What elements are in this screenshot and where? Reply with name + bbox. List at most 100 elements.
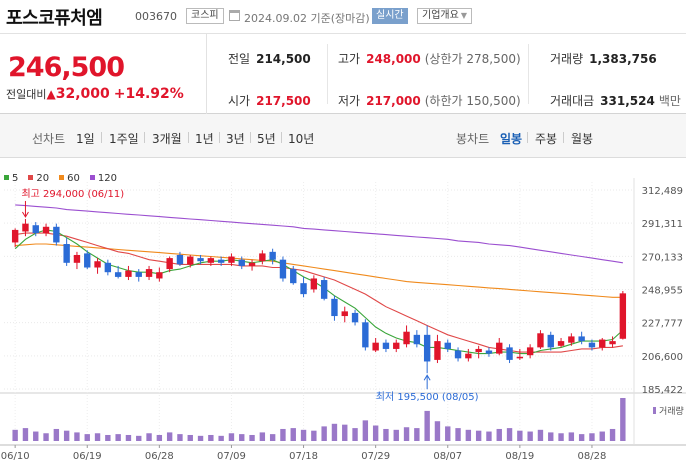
tab-weekly[interactable]: 주봉 (535, 132, 558, 146)
x-tick-label: 08/19 (505, 451, 534, 462)
divider (327, 44, 328, 104)
candle-body (403, 331, 410, 345)
tab-5y[interactable]: 5년 (257, 132, 276, 146)
candle-body (320, 280, 328, 299)
candle-body (393, 342, 400, 349)
legend-swatch (28, 175, 34, 180)
upper-limit: (상한가 278,500) (424, 52, 521, 66)
volume-bar (506, 428, 513, 441)
tab-divider (563, 132, 564, 143)
high-annotation: 최고 294,000 (06/11) (21, 188, 124, 200)
legend-swatch (59, 175, 65, 180)
tab-1w[interactable]: 1주일 (109, 132, 139, 146)
low-label: 저가 (338, 94, 361, 108)
volume-bar (311, 430, 317, 441)
volume-bar (331, 423, 338, 441)
x-tick-label: 06/10 (1, 451, 30, 462)
trade-amount: 거래대금 331,524 백만 (550, 92, 681, 109)
high-arrow-head (22, 211, 29, 218)
legend-item: 5 (4, 173, 18, 184)
low: 저가 217,000 (하한가 150,500) (338, 92, 521, 109)
tab-monthly[interactable]: 월봉 (571, 132, 594, 146)
tab-3m[interactable]: 3개월 (152, 132, 182, 146)
volume-bar (424, 410, 430, 441)
prev-close-value: 214,500 (256, 52, 311, 66)
volume-legend-swatch (653, 407, 656, 414)
volume-bar (166, 432, 173, 441)
volume-bar (74, 432, 80, 441)
candle-body (94, 261, 101, 268)
tab-3y[interactable]: 3년 (226, 132, 245, 146)
tab-daily[interactable]: 일봉 (500, 132, 523, 146)
volume-bar (208, 434, 214, 441)
volume-bar (517, 430, 523, 441)
candle-body (516, 356, 524, 359)
candle-body (84, 253, 91, 268)
candle-body (207, 258, 215, 263)
market-badge: 코스피 (186, 8, 224, 24)
volume-bar (393, 429, 399, 441)
stock-header: 포스코퓨처엠 003670 코스피 2024.09.02 기준(장마감) 실시간… (0, 0, 686, 34)
volume-bar (290, 428, 296, 441)
open-label: 시가 (228, 94, 251, 108)
candle-body (382, 342, 390, 349)
price-chart[interactable]: 312,489 291,311 270,133 248,955 227,777 206,6… (0, 158, 686, 468)
candle-body (423, 334, 431, 362)
volume-bar (156, 434, 163, 441)
candle-body (331, 298, 338, 317)
candle-body (248, 262, 256, 266)
volume-bar (136, 435, 142, 441)
volume-bar (300, 429, 307, 441)
volume-bar (434, 421, 441, 441)
candle-body (73, 254, 81, 263)
candle-body (238, 259, 245, 266)
tab-1y[interactable]: 1년 (195, 132, 214, 146)
candle-body (104, 262, 112, 273)
candle-body (557, 341, 565, 346)
tab-divider (101, 132, 102, 143)
candle-body (32, 225, 39, 234)
volume-bar (33, 431, 39, 441)
volume-bar (177, 434, 183, 441)
candle-body (372, 342, 379, 351)
volume-bar (22, 428, 29, 441)
company-info-dropdown[interactable]: 기업개요 ▼ (417, 8, 472, 24)
open-value: 217,500 (256, 94, 311, 108)
realtime-button[interactable]: 실시간 (372, 8, 408, 24)
volume-label: 거래량 (550, 52, 584, 66)
candle-body (485, 350, 493, 354)
legend-item: 60 (59, 173, 80, 184)
candle-body (22, 223, 29, 232)
legend-label: 20 (36, 173, 50, 184)
ma-legend: 5 20 60 120 (4, 173, 127, 184)
volume-bar (558, 433, 564, 441)
legend-item: 20 (28, 173, 49, 184)
candle-body (42, 226, 50, 234)
volume-bar (269, 434, 276, 441)
candle-body (578, 336, 585, 342)
divider (528, 44, 529, 104)
volume-bar (496, 428, 502, 441)
y-tick-label: 291,311 (642, 219, 683, 230)
up-triangle-icon: ▲ (46, 87, 56, 101)
candle-body (197, 258, 204, 262)
lower-limit: (하한가 150,500) (424, 94, 521, 108)
high-value: 248,000 (366, 52, 421, 66)
volume-bar (455, 428, 461, 441)
candle-body (506, 347, 513, 360)
tab-10y[interactable]: 10년 (288, 132, 315, 146)
volume-bar (249, 434, 255, 441)
x-tick-label: 07/29 (361, 451, 390, 462)
candle-body (351, 312, 359, 323)
candle-body (444, 342, 451, 349)
candle-body (609, 341, 616, 345)
high: 고가 248,000 (상한가 278,500) (338, 50, 521, 67)
volume-bar (620, 398, 626, 441)
line-chart-group: 선차트 (32, 132, 66, 146)
volume-bar (105, 434, 111, 441)
candle-body (547, 334, 554, 348)
low-arrow-head (423, 374, 431, 381)
tab-1d[interactable]: 1일 (76, 132, 95, 146)
candle-body (187, 256, 194, 265)
candle-body (599, 339, 606, 348)
